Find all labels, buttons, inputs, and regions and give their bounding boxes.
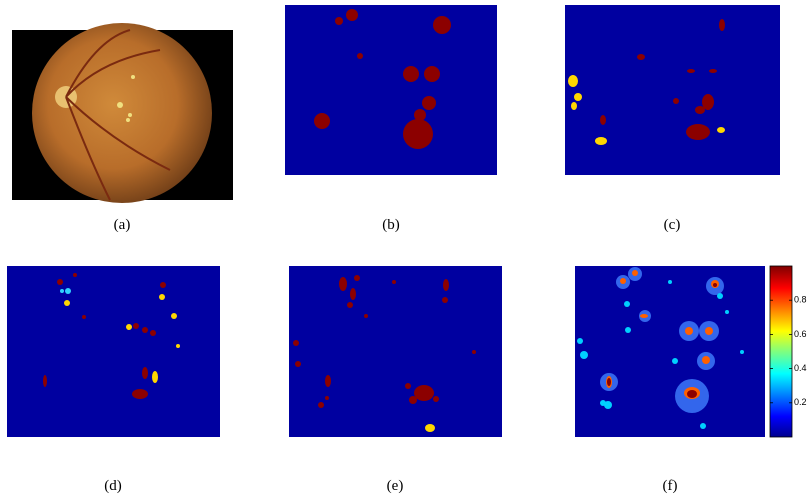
panel-f — [575, 266, 792, 437]
panel-a — [12, 23, 233, 203]
colorbar-tick-label: 0.4 — [794, 363, 807, 373]
panel-c — [565, 5, 780, 175]
panel-label: (e) — [387, 478, 404, 494]
figure: (a) (b) (c) (d) (e) (f) 0.2 0.4 0.6 0.8 — [0, 0, 807, 499]
panel-label: (b) — [382, 217, 400, 233]
colorbar-tick-label: 0.6 — [794, 329, 807, 339]
panel-label: (a) — [114, 217, 131, 233]
panel-label: (f) — [663, 478, 678, 494]
panel-e — [289, 266, 502, 437]
panel-d — [7, 266, 220, 437]
colorbar-tick-label: 0.8 — [794, 295, 807, 305]
panel-label: (c) — [664, 217, 681, 233]
colorbar — [770, 266, 792, 437]
panel-label: (d) — [104, 478, 122, 494]
panel-b — [285, 5, 497, 175]
colorbar-tick-label: 0.2 — [794, 397, 807, 407]
